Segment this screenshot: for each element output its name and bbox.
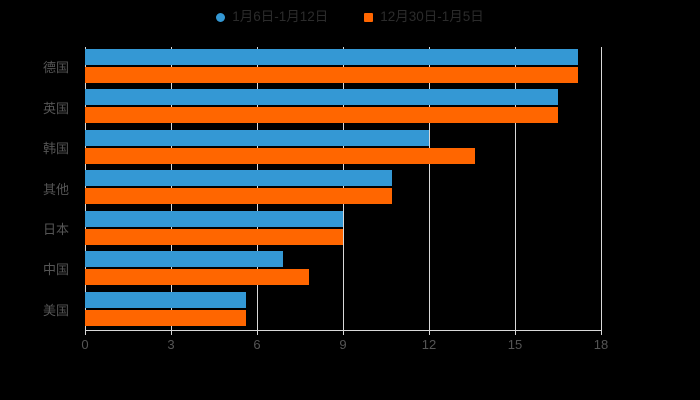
chart-legend: 1月6日-1月12日 12月30日-1月5日 <box>0 5 700 29</box>
bar[interactable] <box>85 210 343 227</box>
x-axis-label: 6 <box>253 337 261 352</box>
bar[interactable] <box>85 170 392 187</box>
bar-group <box>85 168 601 208</box>
y-axis-label: 日本 <box>42 221 69 237</box>
bar[interactable] <box>85 291 246 308</box>
x-axis-label: 0 <box>81 337 89 352</box>
tick-mark <box>85 330 86 335</box>
bar-group <box>85 290 601 330</box>
bar[interactable] <box>85 269 309 286</box>
bar-group <box>85 128 601 168</box>
gridline <box>515 47 516 330</box>
x-axis-tick-labels: 0 3 6 9 12 15 18 <box>0 338 700 358</box>
legend-item-series-2[interactable]: 12月30日-1月5日 <box>364 10 484 24</box>
bar[interactable] <box>85 188 392 205</box>
x-axis-label: 9 <box>339 337 347 352</box>
bar[interactable] <box>85 309 246 326</box>
bar[interactable] <box>85 251 283 268</box>
x-axis-label: 3 <box>167 337 175 352</box>
tick-mark <box>515 330 516 335</box>
tick-mark <box>171 330 172 335</box>
bar[interactable] <box>85 89 558 106</box>
bar[interactable] <box>85 49 579 65</box>
legend-marker-circle-icon <box>216 12 226 22</box>
bar[interactable] <box>85 129 429 146</box>
legend-marker-square-icon <box>364 12 374 22</box>
tick-mark <box>257 330 258 335</box>
y-axis-labels: 德国英国韩国其他日本中国美国 <box>0 47 77 330</box>
tick-mark <box>343 330 344 335</box>
y-axis-label: 英国 <box>42 100 69 116</box>
y-axis-label: 德国 <box>42 60 69 76</box>
y-axis-label: 其他 <box>42 181 69 197</box>
gridline <box>601 47 602 330</box>
gridline <box>429 47 430 330</box>
tick-mark <box>429 330 430 335</box>
x-axis-label: 18 <box>593 337 609 352</box>
bar[interactable] <box>85 147 475 164</box>
bar[interactable] <box>85 107 558 124</box>
y-axis-label: 韩国 <box>42 141 69 157</box>
y-axis-label: 美国 <box>42 302 69 318</box>
bar[interactable] <box>85 67 579 83</box>
bar-group <box>85 209 601 249</box>
bar-group <box>85 249 601 289</box>
tick-mark <box>601 330 602 335</box>
plot-area <box>85 47 602 330</box>
bar-group <box>85 87 601 127</box>
legend-label-series-1: 1月6日-1月12日 <box>232 9 329 25</box>
x-axis-label: 12 <box>421 337 437 352</box>
bar[interactable] <box>85 228 343 245</box>
y-axis-label: 中国 <box>42 262 69 278</box>
legend-item-series-1[interactable]: 1月6日-1月12日 <box>216 10 328 24</box>
bar-group <box>85 47 601 87</box>
x-axis-label: 15 <box>507 337 523 352</box>
legend-label-series-2: 12月30日-1月5日 <box>380 9 484 25</box>
